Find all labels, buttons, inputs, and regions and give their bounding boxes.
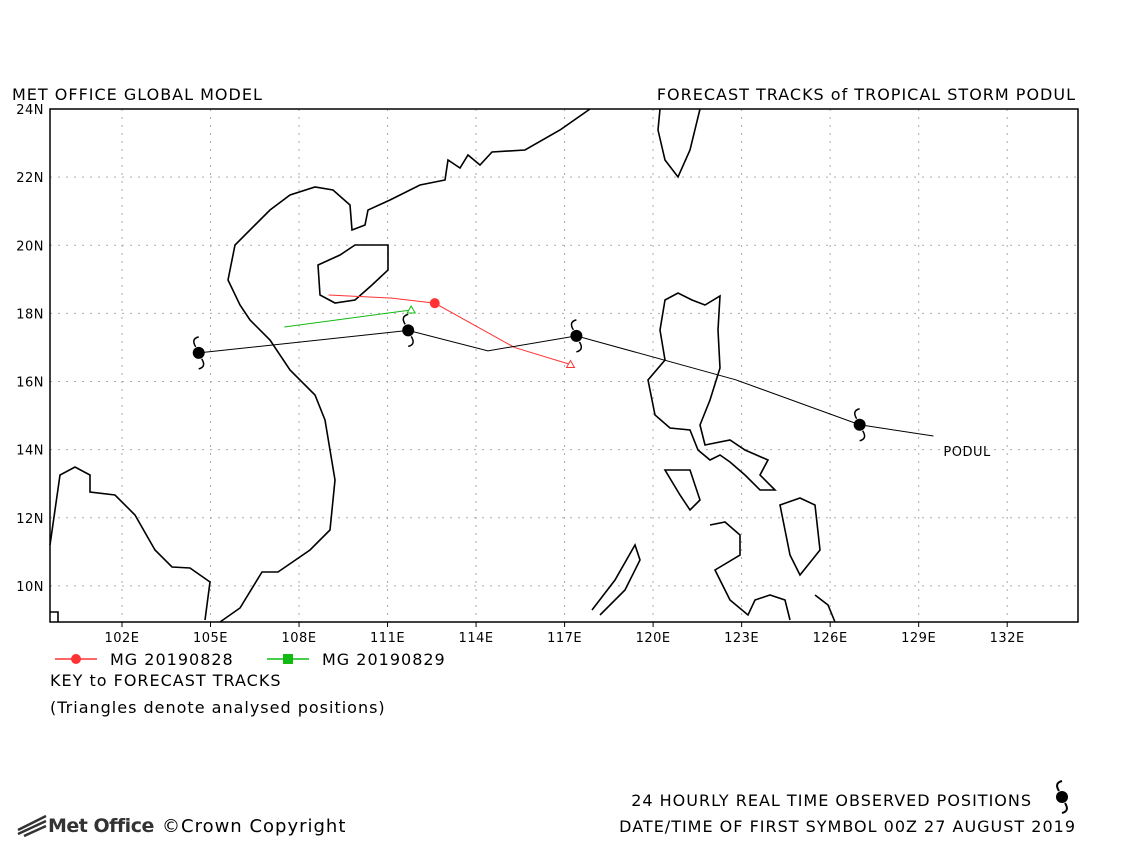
coast — [657, 108, 701, 179]
analysed-triangle — [565, 359, 576, 368]
forecast-marker — [429, 298, 440, 309]
x-tick-label: 132E — [990, 631, 1025, 646]
legend-label: MG 20190829 — [322, 650, 446, 669]
coast — [50, 611, 59, 622]
grid — [50, 108, 1078, 627]
coast — [49, 466, 211, 621]
key-title: KEY to FORECAST TRACKS — [50, 671, 282, 690]
copyright: ©Crown Copyright — [162, 816, 346, 837]
x-tick-label: 126E — [813, 631, 848, 646]
x-tick-label: 108E — [282, 631, 317, 646]
first-symbol-note: DATE/TIME OF FIRST SYMBOL 00Z 27 AUGUST … — [619, 817, 1076, 836]
logo-text: Met Office — [48, 815, 154, 837]
track-line — [284, 309, 412, 328]
logo-mark — [17, 814, 47, 838]
tracks — [192, 294, 934, 442]
y-tick-label: 24N — [16, 103, 44, 118]
storm-label: PODUL — [943, 445, 991, 460]
cyclone-tail — [402, 313, 414, 348]
coastlines — [49, 108, 836, 623]
coast — [663, 469, 701, 512]
observed-position — [570, 329, 583, 342]
observed-position — [192, 346, 205, 359]
track-line — [328, 294, 571, 365]
coast — [814, 594, 836, 623]
x-tick-label: 105E — [193, 631, 228, 646]
y-tick-label: 22N — [16, 171, 44, 186]
x-tick-label: 123E — [724, 631, 759, 646]
coast — [317, 244, 389, 304]
y-tick-label: 14N — [16, 444, 44, 459]
observed-position — [402, 324, 415, 337]
x-tick-label: 129E — [901, 631, 936, 646]
x-tick-label: 111E — [370, 631, 405, 646]
key-note: (Triangles denote analysed positions) — [50, 698, 386, 717]
cyclone-tail — [193, 336, 205, 370]
legend-marker — [71, 654, 81, 664]
legend-label: MG 20190828 — [110, 650, 234, 669]
analysed-triangle — [406, 304, 417, 314]
title-left: MET OFFICE GLOBAL MODEL — [12, 85, 263, 104]
cyclone-tail — [570, 319, 583, 353]
observed-position — [853, 418, 866, 431]
coast — [591, 543, 641, 616]
coast — [709, 521, 791, 621]
cyclone-tail — [853, 408, 866, 442]
x-tick-label: 117E — [547, 631, 582, 646]
cyclone-icon — [1056, 780, 1068, 814]
y-tick-label: 12N — [16, 512, 44, 527]
coast — [647, 292, 777, 491]
y-tick-label: 10N — [16, 580, 44, 595]
x-tick-label: 102E — [104, 631, 139, 646]
coast — [779, 497, 821, 577]
x-tick-label: 114E — [459, 631, 494, 646]
y-tick-label: 16N — [16, 376, 44, 391]
title-right: FORECAST TRACKS of TROPICAL STORM PODUL — [657, 85, 1076, 104]
legend: MG 20190828 MG 20190829 — [55, 650, 446, 669]
legend-marker — [283, 654, 293, 664]
map-frame — [49, 108, 1079, 623]
y-tick-label: 20N — [16, 239, 44, 254]
x-tick-label: 120E — [636, 631, 671, 646]
track-line — [198, 329, 934, 437]
observed-note: 24 HOURLY REAL TIME OBSERVED POSITIONS — [631, 791, 1032, 810]
coast — [219, 108, 591, 623]
y-tick-label: 18N — [16, 307, 44, 322]
